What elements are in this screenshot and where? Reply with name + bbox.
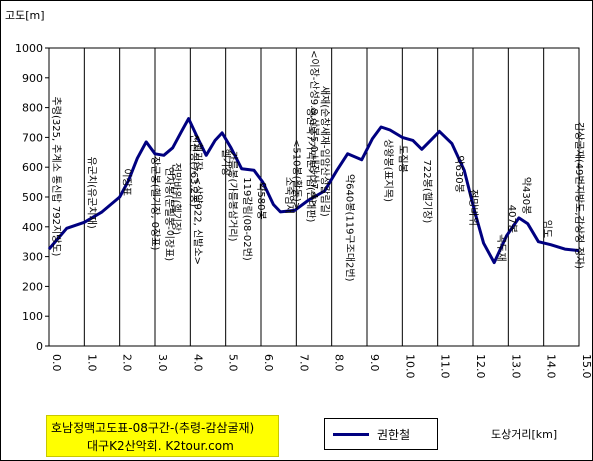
y-tick-label: 400 xyxy=(22,221,43,234)
series-line xyxy=(47,117,580,265)
annotation-label: 119갈림(08-02번) xyxy=(241,177,254,261)
annotation-label: 유군치(유군치재) xyxy=(85,157,97,229)
y-tick-label: 600 xyxy=(22,161,43,174)
x-tick-label: 15.0 xyxy=(580,354,592,379)
x-tick-label: 12.0 xyxy=(474,354,487,379)
x-tick-label: 4.0 xyxy=(191,354,204,372)
annotation-label: 가름봉(가름봉삼거리) xyxy=(227,151,239,242)
x-tick-label: 1.0 xyxy=(85,354,98,372)
annotation-label: 연자봉(문필봉-이장표) xyxy=(163,167,175,261)
x-tick-label: 10.0 xyxy=(403,354,416,379)
annotation-label: 전망바위 xyxy=(467,189,480,226)
x-tick-label: 5.0 xyxy=(227,354,240,372)
annotation-label: 추령(325, 추계소 통신탑 792지방도) xyxy=(50,97,62,257)
legend-label: 권한철 xyxy=(377,428,411,442)
x-tick-label: 8.0 xyxy=(333,354,346,372)
y-tick-label: 0 xyxy=(36,340,43,353)
y-tick-label: 700 xyxy=(22,131,43,144)
x-tick-label: 3.0 xyxy=(156,354,169,372)
annotation-label: 감상굴재(49번지방도,감상정-정자) xyxy=(573,122,585,269)
annotation-label: 722봉(헬기장) xyxy=(421,160,433,224)
x-tick-label: 9.0 xyxy=(368,354,381,372)
y-axis-title: 고도[m] xyxy=(5,9,45,22)
annotation-label: <510봉(활동)> xyxy=(290,139,303,210)
annotation-label: 임도 xyxy=(541,220,554,238)
annotation-label: 곡두재 xyxy=(495,234,507,262)
annotation-label: <헬기장, <삼양922, 신발소> xyxy=(191,134,203,265)
x-tick-label: 6.0 xyxy=(262,354,275,372)
x-tick-label: 11.0 xyxy=(439,354,452,379)
annotation-label: 약640봉(119구조대2번) xyxy=(343,174,355,282)
annotation-label: 약630봉 xyxy=(453,155,465,193)
annotation-label: 헬기장 xyxy=(220,149,232,177)
x-axis-title: 도상거리[km] xyxy=(491,428,558,441)
annotation-label: 신선봉(763.2봉) xyxy=(188,134,200,207)
y-tick-label: 900 xyxy=(22,72,43,85)
y-tick-label: 300 xyxy=(22,251,43,264)
annotation-label: 약580봉 xyxy=(255,182,267,220)
annotation-label: 새재(순창새재-입암산성갈림길) xyxy=(319,86,332,217)
y-tick-label: 500 xyxy=(22,191,43,204)
y-tick-label: 800 xyxy=(22,102,43,115)
x-tick-label: 13.0 xyxy=(509,354,522,379)
y-tick-label: 1000 xyxy=(15,42,43,55)
annotation-label: 407봉 xyxy=(506,205,518,233)
caption-title: 호남정맥고도표-08구간-(추령-감삼굴재) xyxy=(51,421,255,435)
annotation-label: 약430봉 xyxy=(520,177,532,215)
caption-box: 호남정맥고도표-08구간-(추령-감삼굴재) 대구K2산악회. K2tour.c… xyxy=(46,415,279,457)
annotation-label: 소죽엄재 xyxy=(283,177,295,214)
legend: 권한철 xyxy=(324,418,438,450)
y-tick-label: 200 xyxy=(22,280,43,293)
annotation-label: 상왕봉(표지목) xyxy=(382,139,394,202)
annotation-label: 도집봉 xyxy=(396,145,408,173)
x-tick-label: 0.0 xyxy=(50,354,63,372)
x-tick-label: 7.0 xyxy=(297,354,310,372)
x-tick-label: 14.0 xyxy=(545,354,558,379)
caption-subtitle: 대구K2산악회. K2tour.com xyxy=(87,439,234,453)
annotation-label: 이장표 xyxy=(121,168,133,196)
annotation-label: 영산북7기맥분기점(안내판) xyxy=(304,107,316,222)
annotation-label: <이장-산성9.8,삼봉5.0,내장산7.4> xyxy=(308,50,320,207)
annotation-label: 전망바위(헬기장) xyxy=(170,163,183,235)
annotation-label: 장군봉(헬기장, 0장표) xyxy=(149,156,161,250)
y-tick-label: 100 xyxy=(22,310,43,323)
x-tick-label: 2.0 xyxy=(121,354,134,372)
legend-line-swatch xyxy=(333,433,369,436)
